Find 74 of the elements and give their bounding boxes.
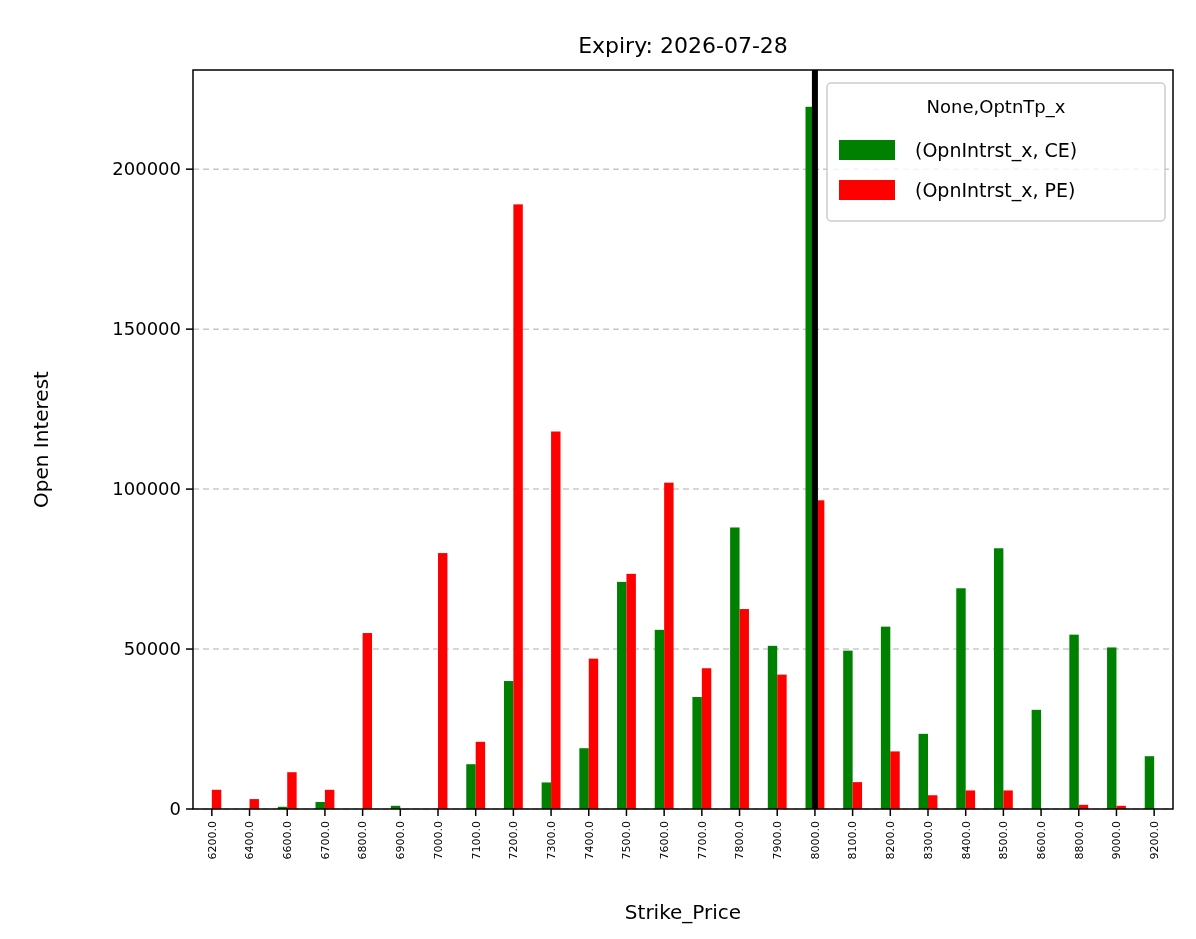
- bar: [503, 681, 514, 809]
- bar: [475, 741, 486, 809]
- bar: [993, 548, 1004, 809]
- legend-label: (OpnIntrst_x, CE): [915, 138, 1078, 162]
- bar: [692, 697, 702, 809]
- bar: [918, 733, 928, 809]
- x-tick-label: 7500.0: [620, 821, 634, 860]
- bar: [767, 645, 778, 809]
- x-tick-label: 6700.0: [318, 821, 332, 860]
- y-tick-label: 0: [169, 798, 181, 820]
- bar: [513, 204, 523, 809]
- bar: [579, 748, 589, 809]
- x-tick-label: 6900.0: [394, 821, 408, 860]
- bar: [287, 772, 297, 809]
- x-tick-label: 6400.0: [243, 821, 257, 860]
- bar: [739, 609, 749, 809]
- legend-title: None,OptnTp_x: [926, 96, 1066, 118]
- bar: [852, 782, 863, 809]
- x-tick-label: 9000.0: [1110, 821, 1124, 860]
- y-tick-label: 100000: [112, 478, 181, 500]
- x-tick-label: 8400.0: [959, 821, 973, 860]
- bar: [1144, 756, 1155, 809]
- x-tick-label: 6800.0: [356, 821, 370, 860]
- x-tick-label: 8600.0: [1034, 821, 1048, 860]
- bar: [588, 658, 599, 809]
- x-tick-label: 8500.0: [997, 821, 1011, 860]
- x-tick-label: 7600.0: [658, 821, 671, 860]
- bar: [1031, 709, 1042, 809]
- bar: [1107, 647, 1117, 809]
- bar: [956, 588, 966, 809]
- x-tick-label: 8100.0: [846, 821, 860, 860]
- bar: [324, 789, 335, 809]
- bar: [777, 674, 787, 809]
- y-tick-label: 50000: [123, 638, 181, 660]
- chart-title: Expiry: 2026-07-28: [578, 33, 788, 58]
- bar: [1003, 790, 1013, 809]
- bar: [438, 553, 448, 809]
- bar: [928, 795, 938, 809]
- x-tick-label: 7400.0: [582, 821, 596, 860]
- bar: [617, 581, 627, 809]
- x-tick-label: 8300.0: [921, 821, 935, 860]
- x-tick-label: 8000.0: [808, 821, 822, 860]
- x-tick-label: 7300.0: [544, 821, 558, 860]
- bar: [664, 482, 674, 809]
- x-tick-label: 7100.0: [469, 821, 483, 860]
- x-tick-label: 7800.0: [733, 821, 747, 860]
- x-tick-label: 8800.0: [1072, 821, 1086, 860]
- bar: [880, 626, 891, 809]
- x-tick-label: 7000.0: [431, 821, 445, 860]
- bar: [730, 527, 740, 809]
- y-tick-label: 200000: [112, 158, 181, 180]
- bar: [965, 790, 976, 809]
- x-axis-title: Strike_Price: [624, 900, 742, 924]
- x-tick-label: 6600.0: [281, 821, 295, 860]
- x-tick-label: 6200.0: [205, 821, 219, 860]
- bar: [551, 431, 561, 809]
- bar: [541, 782, 552, 809]
- x-tick-label: 7200.0: [507, 821, 521, 860]
- bar: [1069, 634, 1079, 809]
- x-tick-label: 9200.0: [1148, 821, 1161, 860]
- x-tick-label: 7900.0: [771, 821, 785, 860]
- y-axis-title: Open Interest: [29, 370, 53, 508]
- bar: [362, 633, 373, 809]
- bar: [843, 650, 853, 809]
- x-tick-label: 7700.0: [695, 821, 709, 860]
- bar: [654, 629, 665, 809]
- bar: [890, 751, 900, 809]
- legend-label: (OpnIntrst_x, PE): [915, 178, 1076, 202]
- x-tick-label: 8200.0: [884, 821, 898, 860]
- bar: [701, 668, 712, 809]
- bar: [626, 573, 636, 809]
- y-tick-label: 150000: [112, 318, 181, 340]
- bar: [211, 789, 222, 809]
- bar: [466, 764, 476, 809]
